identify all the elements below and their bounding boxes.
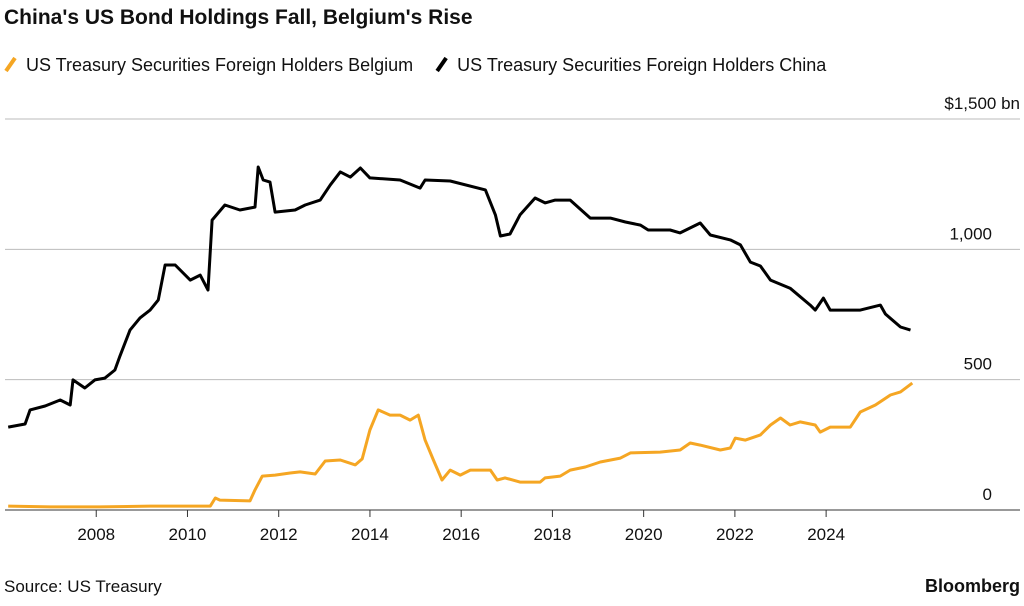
y-tick-label: 0: [983, 485, 992, 504]
legend-swatch: [4, 56, 17, 73]
y-tick-label: 1,000: [949, 224, 992, 243]
series-line: [8, 381, 914, 509]
x-tick-label: 2012: [260, 525, 298, 544]
source: Source: US Treasury: [4, 577, 162, 596]
x-tick-label: 2010: [169, 525, 207, 544]
legend-label: US Treasury Securities Foreign Holders C…: [457, 55, 827, 75]
series-line: [7, 165, 911, 429]
x-tick-label: 2018: [534, 525, 572, 544]
y-tick-label: $1,500 bn: [944, 94, 1020, 113]
x-tick-label: 2008: [77, 525, 115, 544]
x-tick-label: 2016: [442, 525, 480, 544]
x-tick-label: 2024: [807, 525, 845, 544]
x-tick-label: 2014: [351, 525, 389, 544]
y-tick-label: 500: [964, 355, 992, 374]
x-tick-label: 2020: [625, 525, 663, 544]
x-tick-label: 2022: [716, 525, 754, 544]
credit: Bloomberg: [925, 576, 1020, 596]
chart-title: China's US Bond Holdings Fall, Belgium's…: [4, 6, 473, 29]
legend-label: US Treasury Securities Foreign Holders B…: [26, 55, 413, 75]
legend-swatch: [435, 56, 448, 73]
